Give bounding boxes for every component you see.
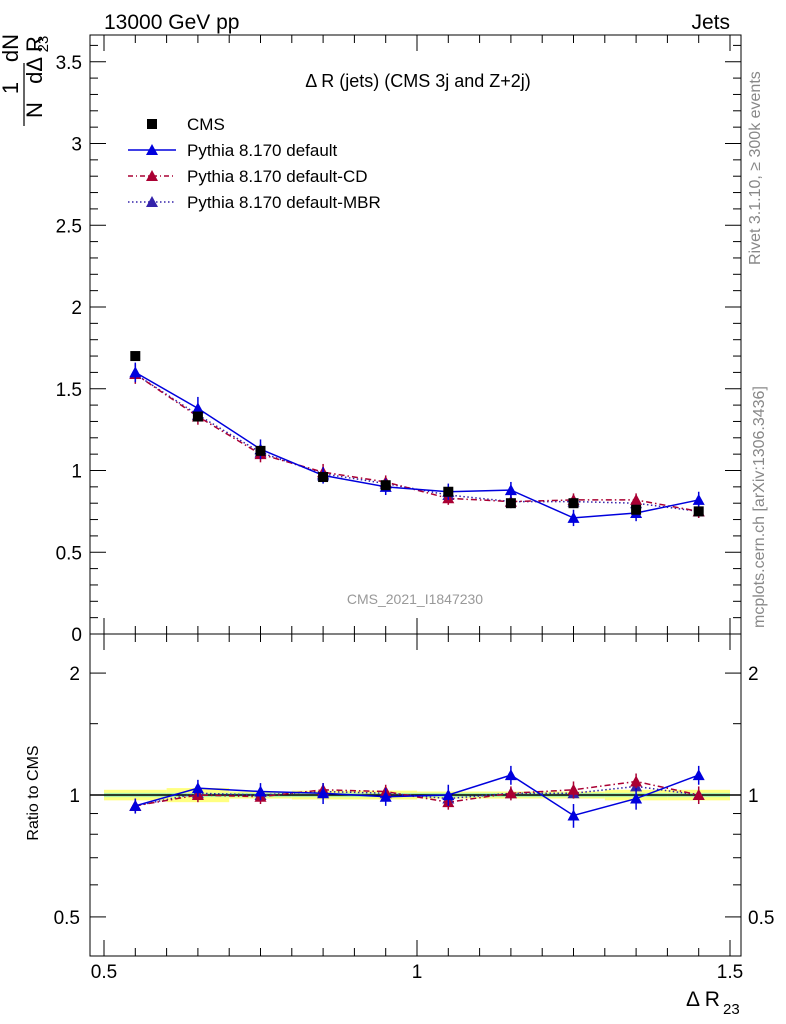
data-point-cms [130,351,141,362]
data-point-mc [191,402,204,414]
data-point-cms [443,486,454,497]
data-point-mc [567,511,580,523]
main-panel: 0 0.5 1 1.5 2 2.5 3 3.5 [56,34,742,646]
y-tick-label: 0 [71,625,82,646]
mcplots-label: mcplots.cern.ch [arXiv:1306.3436] [751,386,768,628]
data-point-mc [692,493,705,505]
ratio-point [504,769,517,781]
legend-label-default: Pythia 8.170 default [187,141,338,160]
ratio-point [379,790,392,802]
main-ylabel: 1 N dN dΔ R 23 [0,34,52,126]
ratio-point [692,789,705,800]
ratio-y-tick-label-right: 2 [748,664,759,685]
xlabel-main: Δ R [686,988,720,1011]
ratio-point [442,789,455,800]
ylabel-one: 1 [0,82,23,94]
legend-label-cms: CMS [187,115,225,134]
y-tick-label: 0.5 [56,543,82,564]
legend-marker-mbr [146,196,158,207]
x-tick-label: 0.5 [91,962,117,983]
legend-marker-default [146,144,158,155]
ratio-point [567,783,580,795]
ratio-point [630,775,643,787]
ratio-point [254,785,267,797]
ylabel-sub: 23 [35,36,52,53]
legend-label-cd: Pythia 8.170 default-CD [187,167,368,186]
data-point-cms [568,498,579,509]
ratio-y-tick-label: 0.5 [54,908,80,929]
ratio-point [129,799,142,811]
series-2 [129,364,705,518]
legend-marker-cd [146,170,158,181]
y-tick-label: 1 [71,462,82,483]
legend-marker-cms [147,119,157,129]
series-line [134,373,699,513]
x-tick-label: 1.5 [717,962,743,983]
main-title: Δ R (jets) (CMS 3j and Z+2j) [305,71,531,91]
ratio-y-tick-label: 2 [69,664,80,685]
watermark: CMS_2021_I1847230 [347,591,483,607]
data-point-cms [631,504,642,515]
ratio-line [135,774,699,817]
header-energy: 13000 GeV pp [104,11,239,34]
ratio-y-tick-label-right: 0.5 [748,908,774,929]
ratio-y-tick-label: 1 [69,786,80,807]
y-tick-label: 2.5 [56,216,82,237]
x-tick-label: 1 [412,962,423,983]
ratio-point [317,787,330,799]
data-point-cms [693,506,704,517]
legend-label-mbr: Pythia 8.170 default-MBR [187,193,381,212]
legend: CMS Pythia 8.170 default Pythia 8.170 de… [128,115,381,212]
data-point-mc [129,366,142,378]
ylabel-n: N [22,102,47,118]
y-tick-label: 1.5 [56,380,82,401]
ratio-point [191,782,204,794]
ratio-y-tick-label-right: 1 [748,786,759,807]
series-0 [130,351,704,517]
y-tick-label: 3 [71,135,82,156]
series-line [134,371,699,519]
series-line [134,373,699,513]
data-point-mc [504,484,517,496]
data-point-cms [380,480,391,491]
ratio-line [135,780,699,807]
xlabel-sub: 23 [723,1001,740,1018]
ratio-panel: 0.5 1 1.5 0.5 0.5 1 1 2 2 [54,633,774,983]
ratio-point [567,809,580,821]
series-1 [129,362,705,527]
y-tick-label: 2 [71,298,82,319]
ylabel-dn: dN [0,34,23,62]
ratio-series-0 [129,765,705,828]
data-point-mc [630,493,643,505]
ratio-point [504,787,517,799]
header-process: Jets [691,11,730,34]
data-point-cms [318,472,329,483]
data-point-cms [505,498,516,509]
rivet-label: Rivet 3.1.10, ≥ 300k events [747,71,764,265]
ylabel-dr: dΔ R [22,36,47,84]
data-point-cms [192,411,203,422]
ratio-point [630,792,643,804]
data-point-cms [255,445,266,456]
ratio-point [692,769,705,781]
ratio-ylabel: Ratio to CMS [25,745,42,840]
y-tick-label: 3.5 [56,53,82,74]
series-3 [129,367,705,518]
